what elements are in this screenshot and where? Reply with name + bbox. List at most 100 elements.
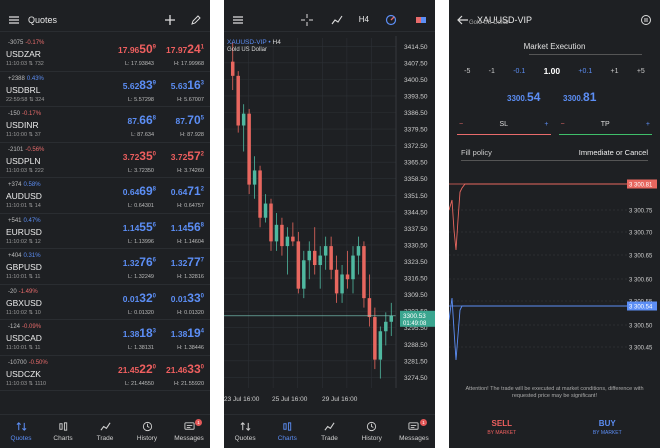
nav-messages[interactable]: Messages 1 — [168, 415, 210, 448]
volume-step[interactable]: -0.1 — [513, 67, 526, 75]
high-price: H: 0.64757 — [177, 203, 204, 209]
quote-meta: 11:10:01 ⇅ 11 — [6, 274, 41, 280]
nav-label: History — [361, 435, 382, 442]
sl-minus-button[interactable]: − — [459, 121, 464, 128]
ask-price: 3.72572 — [170, 148, 204, 163]
sell-button[interactable]: SELL BY MARKET — [487, 419, 517, 436]
add-symbol-icon[interactable] — [162, 12, 178, 28]
tick-price-label: 3 300.45 — [629, 346, 653, 352]
quote-row[interactable]: +404 0.31% GBPUSD 11:10:01 ⇅ 11 1.32766 1.327… — [0, 249, 210, 285]
nav-history[interactable]: History — [351, 415, 393, 448]
menu-icon[interactable] — [6, 12, 22, 28]
high-price: H: 87.928 — [180, 132, 204, 138]
volume-step[interactable]: -5 — [464, 67, 471, 75]
timeframe-button[interactable]: H4 — [358, 15, 369, 24]
nav-trade[interactable]: Trade — [84, 415, 126, 448]
objects-icon[interactable] — [383, 12, 399, 28]
bottom-nav: Quotes Charts Trade History Messages 1 — [0, 414, 210, 448]
quote-row[interactable]: -10700 -0.50% USDCZK 11:10:03 ⇅ 1110 21.4522… — [0, 356, 210, 391]
low-price: L: 87.634 — [131, 132, 154, 138]
candle-body — [285, 236, 290, 247]
edit-icon[interactable] — [188, 12, 204, 28]
spread-icon: ⇅ — [28, 167, 34, 174]
nav-trade[interactable]: Trade — [308, 415, 350, 448]
charts-icon — [58, 422, 67, 431]
quote-row[interactable]: -20 -1.49% GBXUSD 11:10:02 ⇅ 10 0.01320 0.013… — [0, 285, 210, 320]
candlestick-chart[interactable]: 3414.50 3407.50 3400.50 3393.50 3386.50 3379.… — [224, 36, 435, 404]
quote-row[interactable]: +2388 0.43% USDBRL 22:59:58 ⇅ 324 5.62839 5.6… — [0, 72, 210, 107]
tick-price-label: 3 300.60 — [629, 278, 653, 284]
spread-icon: ⇅ — [28, 274, 34, 280]
spread-icon: ⇅ — [28, 380, 34, 387]
execution-type-select[interactable]: Market Execution — [523, 42, 586, 51]
volume-step[interactable]: -1 — [488, 67, 495, 75]
tp-plus-button[interactable]: + — [645, 121, 650, 128]
take-profit-field[interactable]: − TP + — [558, 115, 652, 135]
nav-label: Quotes — [234, 435, 256, 442]
price-chart[interactable]: 3414.50 3407.50 3400.50 3393.50 3386.50 3379.… — [224, 36, 435, 404]
stop-loss-field[interactable]: − SL + — [457, 115, 551, 135]
price-axis-label: 3379.50 — [404, 127, 428, 134]
bid-price: 17.96509 — [118, 42, 156, 56]
bid-price: 0.01320 — [122, 290, 156, 305]
volume-step[interactable]: +5 — [636, 67, 645, 75]
bar-countdown: 01:49:08 — [403, 321, 427, 327]
nav-charts[interactable]: Charts — [266, 415, 308, 448]
tp-minus-button[interactable]: − — [560, 121, 565, 128]
ask-price: 0.64712 — [170, 184, 204, 198]
quote-meta: 11:10:03 ⇅ 732 — [6, 61, 44, 67]
price-axis-label: 3274.50 — [404, 375, 428, 382]
switch-symbol-icon[interactable] — [638, 12, 654, 28]
price-axis-label: 3288.50 — [404, 342, 428, 349]
ask-tick-line — [449, 183, 627, 251]
quote-row[interactable]: -2101 -0.56% USDPLN 11:10:03 ⇅ 222 3.72350 3.… — [0, 143, 210, 178]
quote-meta: 11:10:01 ⇅ 14 — [6, 203, 41, 209]
ask-price: 0.01330 — [170, 290, 204, 305]
candle-body — [247, 113, 251, 185]
ask-price: 21.46330 — [166, 361, 204, 376]
volume-step[interactable]: 1.00 — [543, 66, 561, 76]
nav-quotes[interactable]: Quotes — [0, 415, 42, 448]
quote-row[interactable]: -150 -0.17% USDINR 11:10:00 ⇅ 37 87.668 87.70… — [0, 107, 210, 143]
quotes-topbar: Quotes — [0, 8, 210, 32]
quote-row[interactable]: -3075 -0.17% USDZAR 11:10:03 ⇅ 732 17.96509 1… — [0, 36, 210, 72]
history-icon — [367, 421, 377, 432]
quote-row[interactable]: +374 0.58% AUDUSD 11:10:01 ⇅ 14 0.64698 0.647… — [0, 178, 210, 214]
spread-icon: ⇅ — [28, 203, 34, 209]
change-points: -124 -0.09% — [8, 324, 42, 330]
nav-label: Messages — [399, 435, 429, 442]
indicators-icon[interactable] — [329, 12, 345, 28]
nav-quotes[interactable]: Quotes — [224, 415, 266, 448]
trade-buttons: SELL BY MARKET BUY BY MARKET — [449, 419, 660, 436]
volume-step[interactable]: +1 — [610, 67, 619, 75]
quote-meta: 11:10:01 ⇅ 11 — [6, 345, 41, 351]
nav-history[interactable]: History — [126, 415, 168, 448]
volume-step[interactable]: +0.1 — [578, 67, 593, 75]
nav-charts[interactable]: Charts — [42, 415, 84, 448]
bottom-nav: Quotes Charts Trade History Messages 1 — [224, 414, 435, 448]
quote-row[interactable]: +541 0.47% EURUSD 11:10:02 ⇅ 12 1.14556 1.145… — [0, 214, 210, 249]
notification-badge: 1 — [420, 419, 428, 426]
back-arrow-icon[interactable] — [455, 12, 471, 28]
ask-price: 87.705 — [175, 113, 204, 127]
change-points: +374 0.58% — [8, 182, 41, 188]
bid-price: 1.38183 — [122, 326, 156, 340]
symbol-name: AUDUSD — [6, 191, 42, 201]
candle-body — [269, 203, 273, 242]
messages-icon — [183, 422, 195, 430]
candle-body — [296, 241, 301, 289]
trade-panel-icon[interactable] — [413, 12, 429, 28]
buy-button[interactable]: BUY BY MARKET — [592, 419, 622, 436]
quote-row[interactable]: -124 -0.09% USDCAD 11:10:01 ⇅ 11 1.38183 1.38… — [0, 320, 210, 356]
fill-policy-select[interactable]: Fill policy Immediate or Cancel — [461, 148, 648, 157]
volume-selector: -5 -1 -0.1 1.00 +0.1 +1 +5 — [455, 66, 654, 76]
price-axis-label: 3365.50 — [404, 160, 428, 167]
nav-messages[interactable]: Messages 1 — [393, 415, 435, 448]
sl-plus-button[interactable]: + — [544, 121, 549, 128]
low-price: L: 17.93843 — [124, 61, 154, 67]
candle-body — [307, 250, 312, 261]
menu-icon[interactable] — [230, 12, 246, 28]
crosshair-icon[interactable] — [299, 12, 315, 28]
quotes-icon — [240, 422, 251, 431]
low-price: L: 1.32249 — [128, 274, 154, 280]
